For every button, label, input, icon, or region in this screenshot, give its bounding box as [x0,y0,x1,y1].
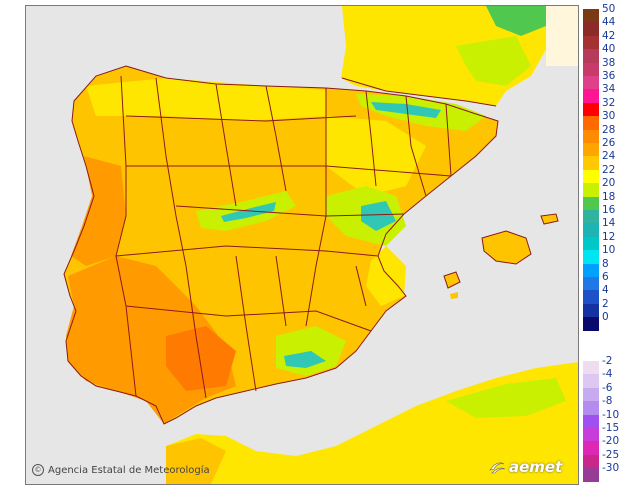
aemet-swirl-icon [489,462,506,474]
pyrenees-north-cool [456,36,531,86]
logo-text: aemet [509,458,563,476]
legend-negative-label: -2 [602,355,613,367]
legend-positive-label: 34 [602,83,616,96]
legend-positive-label: 30 [602,110,616,123]
legend-positive-label: 40 [602,43,616,56]
legend-positive-label: 24 [602,150,616,163]
legend-positive-label: 10 [602,244,616,257]
legend-negative-swatch [583,361,599,375]
legend-negative-label: -25 [602,448,620,461]
legend-positive-swatch [583,89,599,103]
legend-positive-label: 44 [602,16,616,29]
legend-positive-swatch [583,62,599,76]
legend-positive-label: 20 [602,177,616,190]
legend-positive-swatch [583,22,599,36]
legend-negative-label: -15 [602,422,620,434]
temperature-legend: 50 44 42 40 38 36 34 32 30 28 26 24 22 20 18 16 14 12 10 8 6… [583,4,629,489]
legend-positive-label: 12 [602,230,616,243]
legend-positive-label: 50 [602,3,616,15]
legend-negative-swatch [583,441,599,455]
north-africa-landmass [166,362,578,484]
ebro-mild-zone [326,116,426,196]
guadalquivir-hot-zone [166,326,236,391]
legend-positive-swatch [583,169,599,184]
legend-positive-swatch [583,303,599,318]
legend-positive-swatch [583,102,599,117]
legend-positive-swatch [583,196,599,210]
legend-positive-label: 26 [602,137,616,149]
legend-negative-label: -20 [602,435,620,448]
credit-text: Agencia Estatal de Meteorología [48,464,210,476]
copyright-icon: © [32,464,44,476]
legend-positive-swatch [583,263,599,277]
legend-positive-swatch [583,250,599,264]
legend-positive-label: 2 [602,297,609,310]
legend-positive-label: 14 [602,217,616,230]
map-edge-pale [546,6,578,66]
legend-negative-label: -4 [602,368,613,381]
central-system-peaks [221,202,276,222]
legend-negative-swatch [583,428,599,442]
legend-positive-label: 42 [602,29,616,42]
legend-negative-swatch [583,468,599,482]
legend-positive-swatch [583,317,599,331]
portugal-warm-zone [71,156,126,266]
north-africa-warm [166,438,226,484]
legend-positive-swatch [583,236,599,251]
legend-positive-label: 6 [602,271,609,283]
legend-positive-swatch [583,129,599,143]
temperature-map [25,5,579,485]
legend-positive-label: 28 [602,123,616,136]
legend-positive-label: 16 [602,204,616,216]
levante-coast-mild [366,246,406,306]
legend-negative-label: -10 [602,408,620,421]
legend-positive-label: 22 [602,163,616,176]
legend-negative-swatch [583,387,599,402]
legend-negative-swatch [583,401,599,415]
aemet-logo: aemet [488,456,570,478]
legend-negative-swatch [583,414,599,428]
legend-positive-label: 4 [602,284,609,297]
legend-positive-swatch [583,210,599,224]
legend-positive-label: 38 [602,56,616,69]
legend-positive-label: 36 [602,70,616,82]
legend-negative-swatch [583,454,599,469]
legend-positive-swatch [583,277,599,291]
iberian-system-peaks [361,201,396,231]
sierra-nevada-peaks [284,351,326,368]
legend-negative-label: -6 [602,381,613,394]
cantabria-mild-zone [86,78,326,121]
legend-positive-swatch [583,9,599,23]
formentera-island [450,292,458,299]
legend-positive-label: 8 [602,257,609,270]
credit-line: © Agencia Estatal de Meteorología [32,464,210,476]
legend-negative-label: -8 [602,395,613,408]
legend-negative-label: -30 [602,462,620,475]
rif-cool-zone [446,378,566,418]
alps-cool-zone [486,6,546,36]
legend-positive-swatch [583,116,599,130]
legend-positive-label: 32 [602,96,616,109]
province-borders [63,65,559,425]
pyrenees-peaks [371,102,441,118]
mallorca-island [482,231,531,264]
legend-positive-label: 0 [602,311,609,324]
legend-positive-swatch [583,290,599,304]
legend-positive-swatch [583,183,599,197]
legend-positive-swatch [583,35,599,50]
legend-positive-label: 18 [602,190,616,203]
legend-positive-swatch [583,49,599,63]
legend-positive-swatch [583,143,599,157]
map-canvas [26,6,578,484]
legend-negative-swatch [583,374,599,388]
legend-positive-swatch [583,76,599,90]
legend-positive-swatch [583,223,599,237]
legend-positive-swatch [583,156,599,170]
